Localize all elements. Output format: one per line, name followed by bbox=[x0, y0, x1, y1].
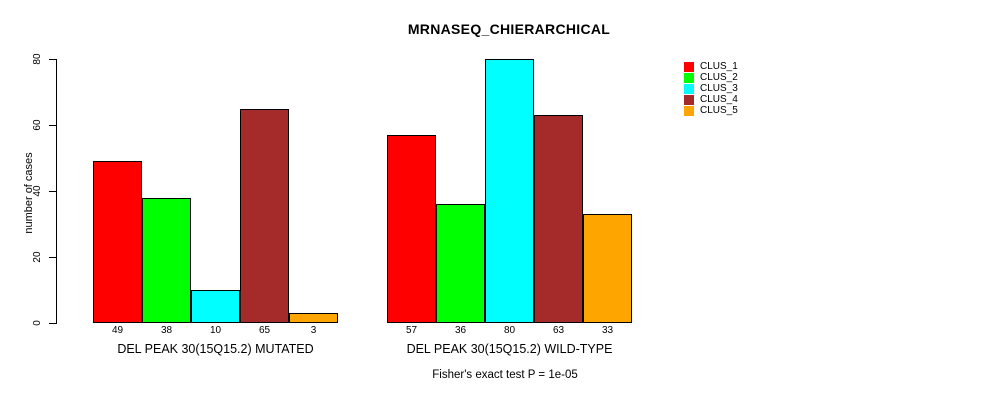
legend-label: CLUS_3 bbox=[700, 83, 738, 94]
y-tick-label: 0 bbox=[32, 320, 43, 326]
bar-value-label: 33 bbox=[601, 325, 614, 336]
legend-swatch-icon bbox=[684, 61, 694, 72]
legend-item-clus_3: CLUS_3 bbox=[684, 83, 738, 94]
legend-swatch-icon bbox=[684, 72, 694, 83]
y-tick bbox=[49, 124, 56, 126]
bar-clus_2-group1 bbox=[142, 197, 191, 323]
legend-label: CLUS_2 bbox=[700, 72, 738, 83]
bar-clus_3-group2 bbox=[485, 59, 534, 323]
bar-value-label: 36 bbox=[454, 325, 467, 336]
legend-label: CLUS_1 bbox=[700, 61, 738, 72]
x-group-label: DEL PEAK 30(15Q15.2) WILD-TYPE bbox=[406, 342, 613, 356]
bar-value-label: 63 bbox=[552, 325, 565, 336]
y-tick bbox=[49, 58, 56, 60]
bar-clus_2-group2 bbox=[436, 204, 485, 323]
y-tick-label: 80 bbox=[32, 53, 43, 65]
legend: CLUS_1 CLUS_2 CLUS_3 CLUS_4 CLUS_5 bbox=[684, 61, 738, 116]
bar-clus_5-group2 bbox=[583, 214, 632, 323]
bar-value-label: 38 bbox=[160, 325, 173, 336]
legend-swatch-icon bbox=[684, 83, 694, 94]
legend-label: CLUS_5 bbox=[700, 105, 738, 116]
bar-value-label: 57 bbox=[405, 325, 418, 336]
bar-value-label: 65 bbox=[258, 325, 271, 336]
bar-clus_1-group1 bbox=[93, 161, 142, 323]
bar-value-label: 80 bbox=[503, 325, 516, 336]
y-tick bbox=[49, 256, 56, 258]
bar-clus_3-group1 bbox=[191, 290, 240, 323]
legend-item-clus_4: CLUS_4 bbox=[684, 94, 738, 105]
y-axis-line bbox=[56, 59, 57, 324]
chart-title: MRNASEQ_CHIERARCHICAL bbox=[407, 21, 611, 37]
bar-value-label: 3 bbox=[310, 325, 317, 336]
legend-item-clus_5: CLUS_5 bbox=[684, 105, 738, 116]
y-tick bbox=[49, 190, 56, 192]
legend-swatch-icon bbox=[684, 105, 694, 116]
bar-value-label: 10 bbox=[209, 325, 222, 336]
bar-clus_4-group2 bbox=[534, 115, 583, 323]
legend-item-clus_1: CLUS_1 bbox=[684, 61, 738, 72]
y-tick-label: 60 bbox=[32, 119, 43, 131]
legend-label: CLUS_4 bbox=[700, 94, 738, 105]
legend-item-clus_2: CLUS_2 bbox=[684, 72, 738, 83]
bar-value-label: 49 bbox=[111, 325, 124, 336]
bar-clus_1-group2 bbox=[387, 134, 436, 323]
y-tick bbox=[49, 322, 56, 324]
y-tick-label: 20 bbox=[32, 251, 43, 263]
y-tick-label: 40 bbox=[32, 185, 43, 197]
footnote-text: Fisher's exact test P = 1e-05 bbox=[432, 369, 578, 381]
legend-swatch-icon bbox=[684, 94, 694, 105]
bar-clus_5-group1 bbox=[289, 313, 338, 323]
x-group-label: DEL PEAK 30(15Q15.2) MUTATED bbox=[117, 342, 314, 356]
bar-clus_4-group1 bbox=[240, 108, 289, 323]
